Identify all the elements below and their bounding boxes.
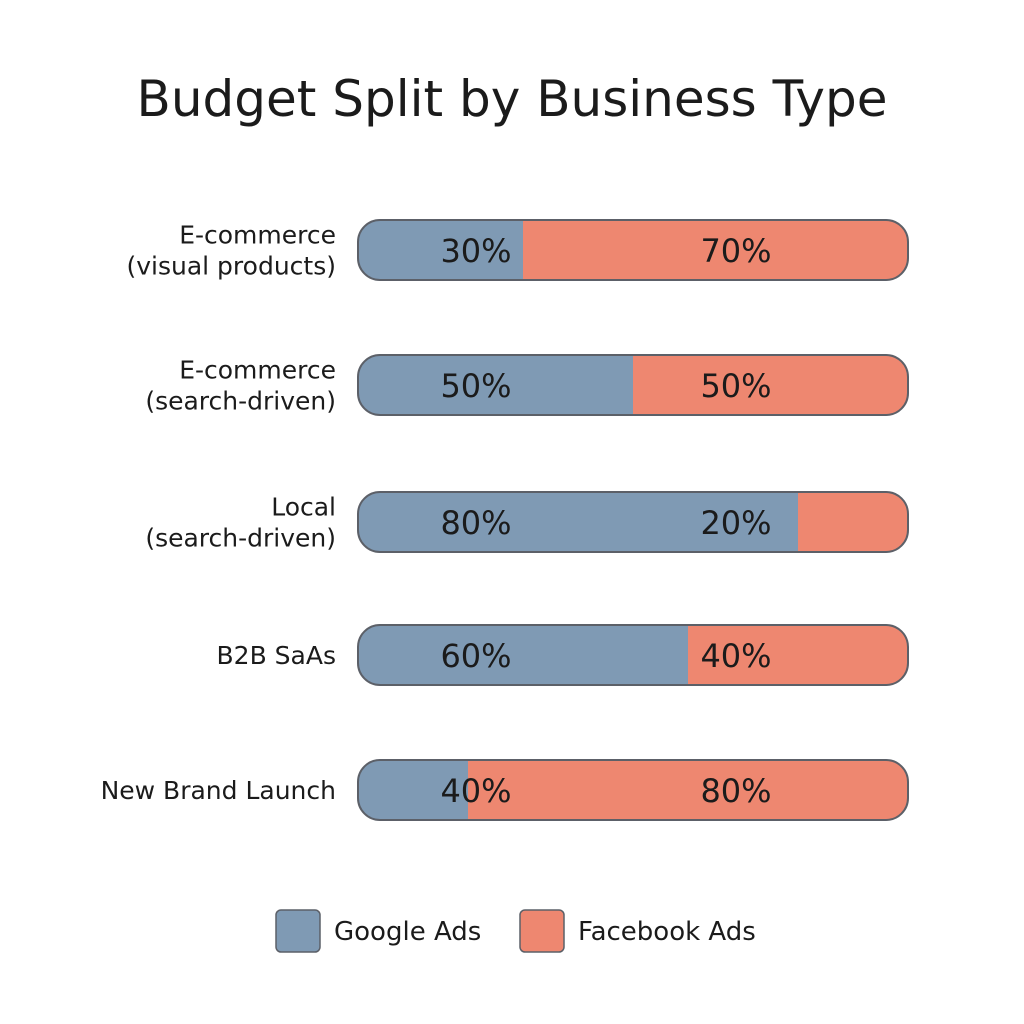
data-label-google-ads: 80% (440, 504, 511, 542)
legend-swatch (519, 909, 565, 953)
data-label-facebook-ads: 70% (700, 232, 771, 270)
bar-segment-google-ads (358, 492, 798, 552)
category-label: E-commerce (visual products) (126, 221, 336, 281)
legend-item-facebook-ads: Facebook Ads (519, 909, 756, 953)
bar-outline (357, 759, 909, 821)
bar-row: E-commerce (search-driven) 50% 50% (145, 354, 909, 416)
bars-group: E-commerce (visual products) 30% 70%E-comme… (101, 219, 909, 821)
data-label-google-ads: 60% (440, 637, 511, 675)
data-label-google-ads: 40% (440, 772, 511, 810)
bar-outline (357, 491, 909, 553)
category-label-line: E-commerce (179, 356, 336, 385)
bar-segment-facebook-ads (468, 760, 908, 820)
bar-outline (357, 219, 909, 281)
legend-label: Google Ads (334, 917, 481, 947)
data-label-google-ads: 30% (440, 232, 511, 270)
bar-segment-facebook-ads (798, 492, 908, 552)
category-label: New Brand Launch (101, 776, 336, 805)
bar-row: New Brand Launch 40% 80% (101, 759, 909, 821)
legend-swatch (275, 909, 321, 953)
category-label-line: B2B SaAs (217, 641, 336, 670)
data-label-facebook-ads: 40% (700, 637, 771, 675)
category-label-line: (visual products) (126, 252, 336, 281)
bar-segment-google-ads (358, 760, 468, 820)
category-label-line: New Brand Launch (101, 776, 336, 805)
bar-segment-google-ads (358, 625, 688, 685)
bar-row: B2B SaAs 60% 40% (217, 624, 909, 686)
data-label-facebook-ads: 50% (700, 367, 771, 405)
chart-title: Budget Split by Business Type (137, 70, 888, 128)
category-label: B2B SaAs (217, 641, 336, 670)
category-label-line: E-commerce (179, 221, 336, 250)
bar-row: Local (search-driven) 80% 20% (145, 491, 909, 553)
data-label-google-ads: 50% (440, 367, 511, 405)
bar-segment-facebook-ads (688, 625, 908, 685)
data-label-facebook-ads: 20% (700, 504, 771, 542)
bar-outline (357, 624, 909, 686)
legend: Google Ads Facebook Ads (275, 909, 756, 953)
bar-segment-facebook-ads (523, 220, 908, 280)
legend-label: Facebook Ads (578, 917, 756, 947)
bar-row: E-commerce (visual products) 30% 70% (126, 219, 909, 281)
bar-outline (357, 354, 909, 416)
legend-item-google-ads: Google Ads (275, 909, 481, 953)
category-label-line: (search-driven) (145, 524, 336, 553)
bar-segment-facebook-ads (633, 355, 908, 415)
category-label: E-commerce (search-driven) (145, 356, 336, 416)
data-label-facebook-ads: 80% (700, 772, 771, 810)
bar-segment-google-ads (358, 355, 633, 415)
category-label-line: (search-driven) (145, 387, 336, 416)
category-label-line: Local (271, 493, 336, 522)
bar-segment-google-ads (358, 220, 523, 280)
category-label: Local (search-driven) (145, 493, 336, 553)
